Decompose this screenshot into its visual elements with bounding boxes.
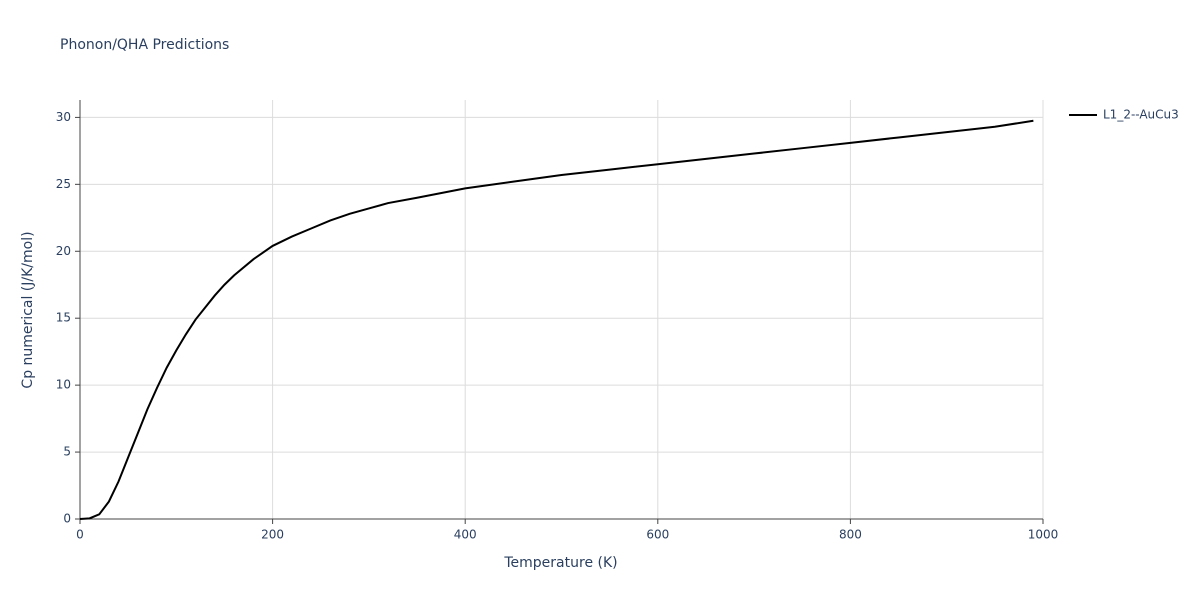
x-axis-title: Temperature (K) bbox=[503, 555, 617, 571]
x-tick-label: 1000 bbox=[1028, 528, 1059, 542]
x-tick-label: 400 bbox=[454, 528, 477, 542]
y-tick-label: 20 bbox=[56, 244, 71, 258]
x-tick-label: 800 bbox=[839, 528, 862, 542]
y-axis-title: Cp numerical (J/K/mol) bbox=[20, 231, 36, 388]
data-line bbox=[79, 119, 1034, 520]
y-tick-label: 25 bbox=[56, 177, 71, 191]
x-tick-label: 200 bbox=[261, 528, 284, 542]
legend-label: L1_2--AuCu3 bbox=[1103, 108, 1179, 122]
y-tick-label: 0 bbox=[63, 512, 71, 526]
x-tick-label: 600 bbox=[646, 528, 669, 542]
chart-title: Phonon/QHA Predictions bbox=[60, 37, 229, 53]
y-tick-label: 30 bbox=[56, 110, 71, 124]
y-tick-label: 10 bbox=[56, 378, 71, 392]
y-tick-label: 5 bbox=[63, 445, 71, 459]
y-tick-label: 15 bbox=[56, 311, 71, 325]
x-tick-label: 0 bbox=[76, 528, 84, 542]
